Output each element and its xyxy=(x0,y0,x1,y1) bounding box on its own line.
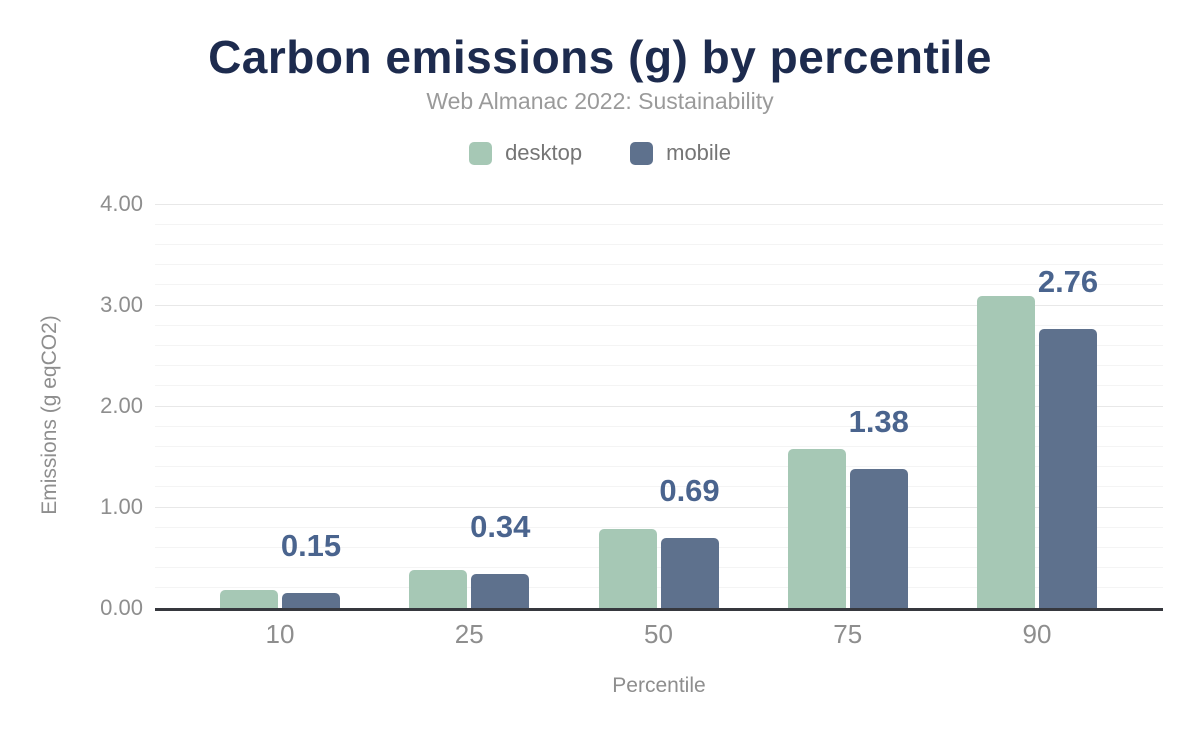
x-tick-label-25: 25 xyxy=(454,619,484,649)
x-tick-label-90: 90 xyxy=(1022,619,1052,649)
gridline-minor-3.20 xyxy=(155,284,1163,286)
gridline-minor-0.60 xyxy=(155,546,1163,548)
legend: desktop mobile xyxy=(0,140,1200,166)
gridline-minor-0.20 xyxy=(155,587,1163,589)
plot-area: 0.00 1.00 2.00 3.00 4.00 0.15 10 0.34 25 0.69 50 1.… xyxy=(100,191,1163,649)
bar-group-p10: 0.15 xyxy=(220,204,341,608)
legend-label-desktop: desktop xyxy=(505,140,583,165)
x-tick-label-10: 10 xyxy=(265,619,295,649)
data-label-mobile-p10: 0.15 xyxy=(280,527,342,563)
gridline-major-1.00 xyxy=(155,506,1163,508)
bar-mobile-p75[interactable] xyxy=(849,468,908,608)
gridline-minor-0.40 xyxy=(155,567,1163,569)
data-label-mobile-p90: 2.76 xyxy=(1037,264,1099,300)
gridline-minor-1.60 xyxy=(155,445,1163,447)
legend-swatch-desktop xyxy=(469,141,493,165)
gridline-major-3.00 xyxy=(155,304,1163,306)
gridline-minor-1.80 xyxy=(155,425,1163,427)
y-axis-title: Emissions (g eqCO2) xyxy=(38,315,61,515)
data-label-mobile-p75: 1.38 xyxy=(848,403,909,439)
bar-desktop-p75[interactable] xyxy=(787,449,846,608)
y-tick-label-1.00: 1.00 xyxy=(100,494,143,519)
x-tick-label-75: 75 xyxy=(833,619,863,649)
gridline-minor-3.60 xyxy=(155,243,1163,245)
bar-desktop-p25[interactable] xyxy=(409,569,468,608)
bar-group-p75: 1.38 xyxy=(787,204,909,608)
data-label-mobile-p50: 0.69 xyxy=(659,473,720,509)
bar-mobile-p90[interactable] xyxy=(1039,329,1097,608)
bar-group-p90: 2.76 xyxy=(977,204,1098,608)
gridline-major-2.00 xyxy=(155,405,1163,407)
x-axis-title: Percentile xyxy=(612,674,706,697)
legend-swatch-mobile xyxy=(630,141,654,165)
bar-mobile-p50[interactable] xyxy=(660,538,719,608)
gridline-major-4.00 xyxy=(155,203,1163,205)
bar-desktop-p90[interactable] xyxy=(977,295,1035,608)
chart-title: Carbon emissions (g) by percentile xyxy=(208,31,992,83)
bar-mobile-p10[interactable] xyxy=(282,592,340,608)
gridline-minor-2.20 xyxy=(155,385,1163,387)
gridline-minor-2.40 xyxy=(155,365,1163,367)
legend-item-desktop[interactable]: desktop xyxy=(469,140,582,166)
y-tick-label-4.00: 4.00 xyxy=(100,191,143,216)
gridline-minor-2.80 xyxy=(155,324,1163,326)
x-axis-line xyxy=(155,608,1163,611)
gridline-minor-0.80 xyxy=(155,526,1163,528)
gridline-minor-3.80 xyxy=(155,223,1163,225)
gridline-minor-1.20 xyxy=(155,486,1163,488)
legend-item-mobile[interactable]: mobile xyxy=(630,140,731,166)
y-tick-label-3.00: 3.00 xyxy=(100,292,143,317)
y-tick-label-0.00: 0.00 xyxy=(100,595,143,620)
gridline-minor-3.40 xyxy=(155,264,1163,266)
legend-label-mobile: mobile xyxy=(666,140,731,165)
bar-desktop-p10[interactable] xyxy=(220,589,278,608)
x-tick-label-50: 50 xyxy=(644,619,673,649)
chart-subtitle: Web Almanac 2022: Sustainability xyxy=(426,88,774,114)
gridline-minor-2.60 xyxy=(155,344,1163,346)
bar-group-p50: 0.69 xyxy=(598,204,720,608)
gridline-minor-1.40 xyxy=(155,466,1163,468)
data-label-mobile-p25: 0.34 xyxy=(470,508,531,544)
y-tick-label-2.00: 2.00 xyxy=(100,393,143,418)
bar-mobile-p25[interactable] xyxy=(471,573,530,608)
bar-group-p25: 0.34 xyxy=(409,204,530,608)
bar-desktop-p50[interactable] xyxy=(598,529,657,608)
